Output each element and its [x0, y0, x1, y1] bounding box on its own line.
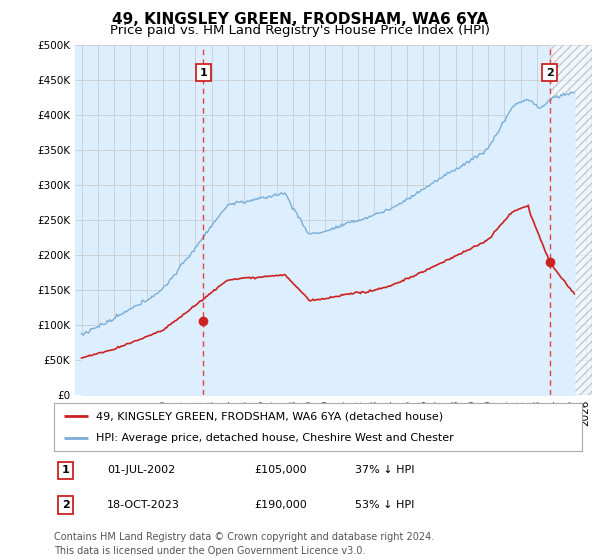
Text: 2: 2	[62, 500, 70, 510]
Text: 2: 2	[546, 68, 554, 78]
Text: 1: 1	[62, 465, 70, 475]
Text: £190,000: £190,000	[254, 500, 307, 510]
Text: 37% ↓ HPI: 37% ↓ HPI	[355, 465, 415, 475]
Text: 53% ↓ HPI: 53% ↓ HPI	[355, 500, 415, 510]
Text: £105,000: £105,000	[254, 465, 307, 475]
Text: 1: 1	[200, 68, 208, 78]
Bar	[550, 45, 592, 395]
Text: 01-JUL-2002: 01-JUL-2002	[107, 465, 175, 475]
Text: HPI: Average price, detached house, Cheshire West and Chester: HPI: Average price, detached house, Ches…	[96, 433, 454, 443]
Text: 18-OCT-2023: 18-OCT-2023	[107, 500, 179, 510]
Text: Price paid vs. HM Land Registry's House Price Index (HPI): Price paid vs. HM Land Registry's House …	[110, 24, 490, 36]
Text: Contains HM Land Registry data © Crown copyright and database right 2024.
This d: Contains HM Land Registry data © Crown c…	[54, 531, 434, 556]
Text: 49, KINGSLEY GREEN, FRODSHAM, WA6 6YA (detached house): 49, KINGSLEY GREEN, FRODSHAM, WA6 6YA (d…	[96, 411, 443, 421]
Text: 49, KINGSLEY GREEN, FRODSHAM, WA6 6YA: 49, KINGSLEY GREEN, FRODSHAM, WA6 6YA	[112, 12, 488, 27]
